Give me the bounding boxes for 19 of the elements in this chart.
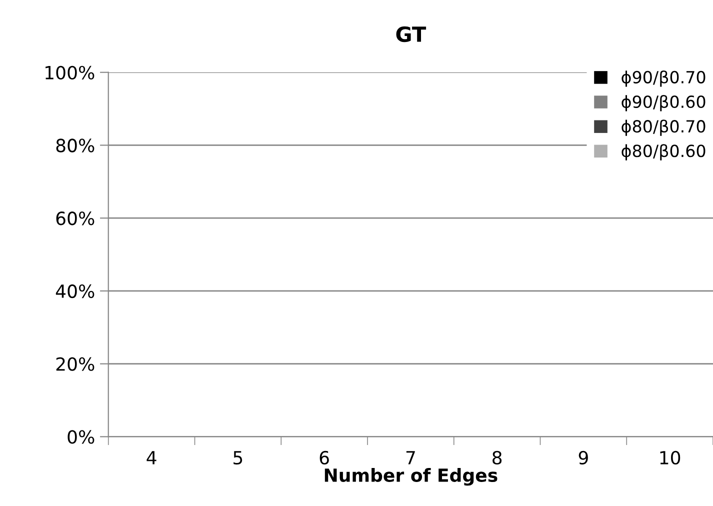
legend-label: ϕ80/β0.70: [622, 120, 706, 136]
legend-label: ϕ90/β0.70: [622, 70, 706, 87]
x-tick-label: 10: [660, 450, 680, 465]
y-tick-label: 60%: [56, 212, 94, 226]
x-tick-label: 8: [492, 450, 502, 465]
legend-label: ϕ90/β0.60: [622, 95, 706, 112]
chart-title: GT: [396, 26, 426, 42]
x-tick-label: 5: [234, 451, 242, 465]
legend-label: ϕ80/β0.60: [622, 144, 706, 160]
x-axis-title: Number of Edges: [324, 468, 498, 486]
y-tick-label: 100%: [46, 66, 94, 80]
x-tick-label: 6: [320, 450, 329, 465]
y-tick-label: 40%: [56, 284, 94, 298]
x-tick-label: 9: [578, 450, 588, 465]
y-tick-label: 80%: [56, 138, 94, 152]
x-tick-label: 7: [406, 451, 415, 464]
y-tick-label: 0%: [68, 430, 94, 444]
y-tick-label: 20%: [56, 357, 94, 371]
x-tick-label: 4: [146, 451, 156, 464]
